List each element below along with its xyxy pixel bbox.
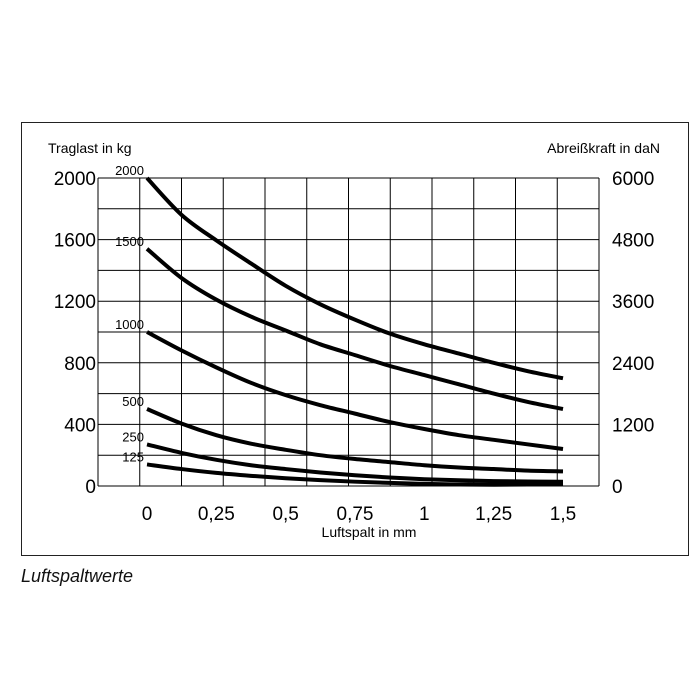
y-axis-label: Traglast in kg <box>48 140 132 156</box>
y2-axis-label: Abreißkraft in daN <box>547 140 660 156</box>
y2-tick-label: 3600 <box>612 292 654 313</box>
series-line-1000 <box>146 330 564 452</box>
y-tick-label: 1200 <box>54 292 96 313</box>
y-tick-label: 400 <box>64 415 96 436</box>
series-label-1500: 1500 <box>115 234 144 249</box>
series-label-125: 125 <box>122 449 144 464</box>
y2-tick-label: 6000 <box>612 169 654 190</box>
series-line-1500 <box>145 247 564 411</box>
series-label-2000: 2000 <box>115 163 144 178</box>
x-tick-label: 1,5 <box>550 504 576 525</box>
x-tick-label: 0 <box>142 504 153 525</box>
x-tick-label: 1 <box>419 504 430 525</box>
y2-tick-label: 1200 <box>612 415 654 436</box>
x-axis-label: Luftspalt in mm <box>322 524 417 540</box>
series-label-1000: 1000 <box>115 317 144 332</box>
y2-tick-label: 4800 <box>612 231 654 252</box>
y2-tick-label: 0 <box>612 477 623 498</box>
chart-frame <box>21 122 689 556</box>
series-line-2000 <box>145 176 564 381</box>
x-tick-label: 0,5 <box>272 504 298 525</box>
series-label-250: 250 <box>122 429 144 444</box>
figure-caption: Luftspaltwerte <box>21 566 134 586</box>
series-line-125 <box>146 462 564 487</box>
series-line-500 <box>146 407 564 474</box>
y-tick-label: 0 <box>85 477 96 498</box>
x-tick-label: 1,25 <box>475 504 512 525</box>
y-tick-label: 800 <box>64 354 96 375</box>
tick-labels: 0 400 800 1200 1600 2000 0 1200 2400 3600 4800 6000… <box>54 169 655 525</box>
y-tick-label: 2000 <box>54 169 96 190</box>
series-label-500: 500 <box>122 394 144 409</box>
series-line-250 <box>146 442 564 484</box>
y-tick-label: 1600 <box>54 231 96 252</box>
grid <box>97 177 600 487</box>
x-tick-label: 0,75 <box>337 504 374 525</box>
x-tick-label: 0,25 <box>198 504 235 525</box>
y2-tick-label: 2400 <box>612 354 654 375</box>
series-lines: 2000 1500 1000 500 250 125 <box>115 163 564 487</box>
